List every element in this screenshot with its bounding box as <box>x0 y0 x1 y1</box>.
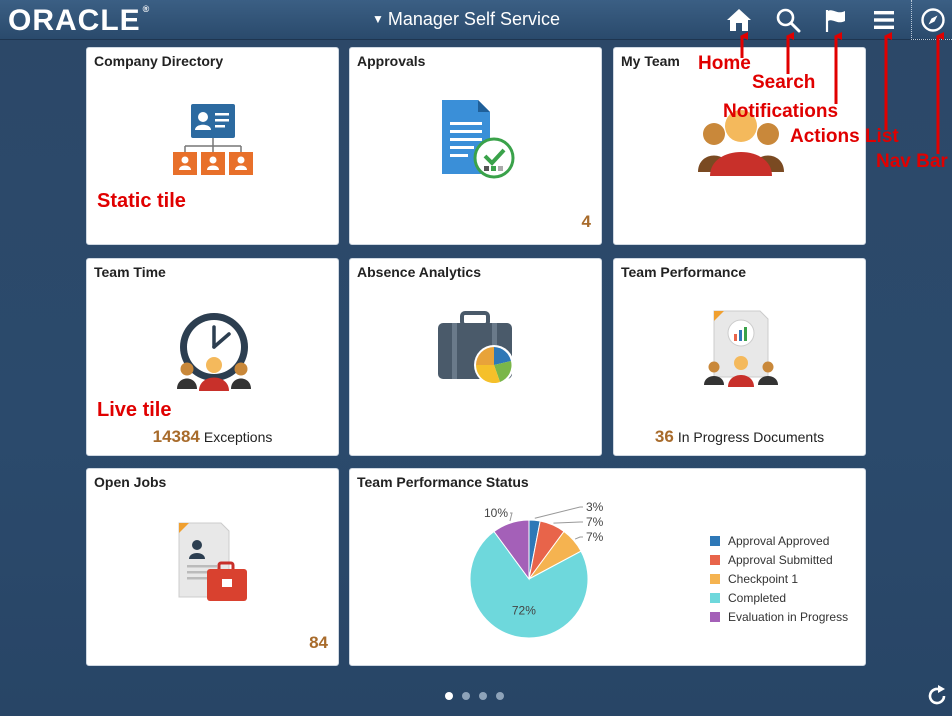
tile-title: Absence Analytics <box>357 264 481 280</box>
legend-swatch <box>710 592 720 603</box>
tile-approvals[interactable]: Approvals 4 <box>349 47 602 245</box>
annotation-static-tile: Static tile <box>97 190 186 212</box>
annotation-nav-bar: Nav Bar <box>876 151 948 172</box>
pie-label: 7% <box>586 515 604 529</box>
legend-item[interactable]: Checkpoint 1 <box>710 569 848 588</box>
tile-team-performance-status[interactable]: Team Performance Status 3% 7% 7% 72% 10% App… <box>349 468 866 666</box>
pie-label: 7% <box>586 530 604 544</box>
search-button[interactable] <box>775 7 801 33</box>
caret-down-icon: ▼ <box>372 12 384 26</box>
header-bar: ORACLE ® ▼ Manager Self Service <box>0 0 952 40</box>
pie-leader-line <box>534 506 583 519</box>
approvals-count: 4 <box>581 212 591 231</box>
team-time-live-data: 14384 Exceptions <box>87 427 338 447</box>
tile-title: Team Performance <box>621 264 747 280</box>
open-jobs-count: 84 <box>309 633 328 652</box>
pie-leader-line <box>574 536 583 540</box>
chart-legend: Approval Approved Approval Submitted Check… <box>710 531 848 626</box>
exceptions-label: Exceptions <box>203 429 273 445</box>
page-dot[interactable] <box>445 692 453 700</box>
refresh-icon[interactable] <box>925 684 949 708</box>
tile-company-directory[interactable]: Company Directory <box>86 47 339 245</box>
annotation-notifications: Notifications <box>723 101 839 122</box>
actions-list-button[interactable] <box>871 7 897 33</box>
page-indicator <box>445 692 504 700</box>
tile-title: Team Performance Status <box>357 474 529 490</box>
pie-leader-line <box>553 521 583 524</box>
tile-absence-analytics[interactable]: Absence Analytics <box>349 258 602 456</box>
exceptions-count: 14384 <box>152 427 200 446</box>
annotation-search: Search <box>752 72 816 93</box>
flag-icon <box>825 10 845 32</box>
tile-team-time[interactable]: Team Time 14384 Exceptions <box>86 258 339 456</box>
performance-document-icon <box>704 310 778 387</box>
approval-document-icon <box>442 100 515 179</box>
legend-label: Approval Approved <box>728 533 830 548</box>
legend-item[interactable]: Approval Submitted <box>710 550 848 569</box>
pie-label: 10% <box>484 506 508 520</box>
annotation-home: Home <box>698 53 751 74</box>
notifications-button[interactable] <box>823 7 849 33</box>
annotation-actions-list: Actions List <box>790 126 899 147</box>
page-dot[interactable] <box>462 692 470 700</box>
tile-title: Approvals <box>357 53 426 69</box>
app-title-label: Manager Self Service <box>387 9 560 29</box>
legend-label: Checkpoint 1 <box>728 571 799 586</box>
page-dot[interactable] <box>496 692 504 700</box>
pie-label: 3% <box>586 500 604 514</box>
navbar-button[interactable] <box>911 0 952 40</box>
pie-chart: 3%7%7%72%10% <box>469 500 604 639</box>
org-chart-icon <box>173 104 253 175</box>
legend-swatch <box>710 554 720 565</box>
legend-item[interactable]: Approval Approved <box>710 531 848 550</box>
pie-leader-line <box>509 512 513 522</box>
tile-title: Company Directory <box>94 53 224 69</box>
pie-slice-completed[interactable] <box>469 530 589 639</box>
legend-label: Completed <box>728 590 787 605</box>
search-icon <box>776 8 801 33</box>
documents-count: 36 <box>654 427 674 446</box>
pie-slice-evaluation-in-progress[interactable] <box>493 519 530 581</box>
pie-label: 72% <box>512 604 536 618</box>
legend-item[interactable]: Evaluation in Progress <box>710 607 848 626</box>
legend-label: Approval Submitted <box>728 552 833 567</box>
compass-icon <box>921 8 945 32</box>
briefcase-chart-icon <box>438 311 514 385</box>
legend-swatch <box>710 535 720 546</box>
menu-icon <box>874 11 894 29</box>
homepage-selector[interactable]: ▼ Manager Self Service <box>372 9 560 30</box>
legend-swatch <box>710 611 720 622</box>
team-performance-live-data: 36 In Progress Documents <box>614 427 865 447</box>
tile-title: My Team <box>621 53 680 69</box>
legend-item[interactable]: Completed <box>710 588 848 607</box>
job-posting-icon <box>178 522 247 601</box>
legend-label: Evaluation in Progress <box>728 609 849 624</box>
page-dot[interactable] <box>479 692 487 700</box>
home-icon <box>727 9 751 31</box>
legend-swatch <box>710 573 720 584</box>
tile-title: Team Time <box>94 264 166 280</box>
annotation-live-tile: Live tile <box>97 399 172 421</box>
tile-open-jobs[interactable]: Open Jobs 84 <box>86 468 339 666</box>
tile-team-performance[interactable]: Team Performance 36 In Progress Documents <box>613 258 866 456</box>
oracle-logo: ORACLE ® <box>8 4 151 37</box>
team-people-icon <box>698 110 784 176</box>
home-button[interactable] <box>726 7 752 33</box>
tile-my-team[interactable]: My Team <box>613 47 866 245</box>
team-clock-icon <box>177 313 251 391</box>
tile-title: Open Jobs <box>94 474 167 490</box>
documents-label: In Progress Documents <box>677 429 825 445</box>
